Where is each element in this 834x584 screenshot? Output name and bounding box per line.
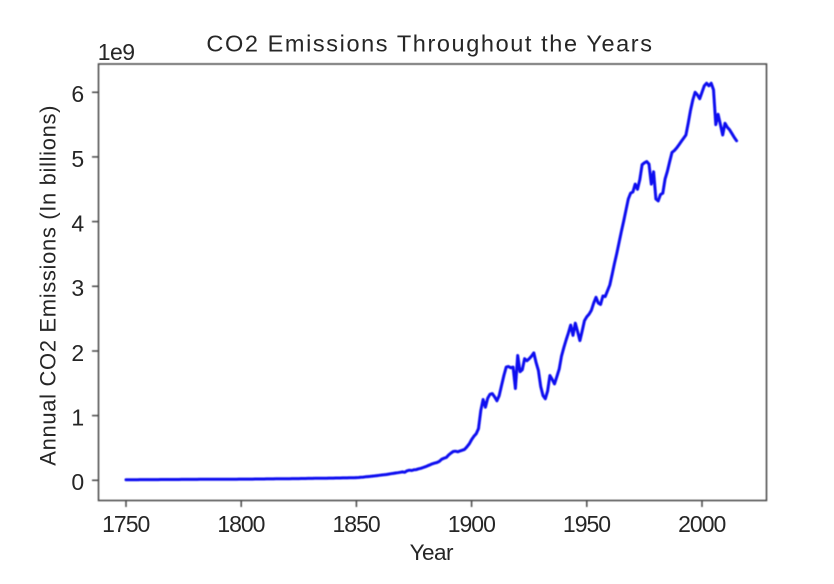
svg-text:1e9: 1e9 [98, 39, 135, 65]
svg-text:3: 3 [71, 275, 83, 301]
svg-text:1750: 1750 [102, 511, 149, 537]
svg-text:6: 6 [71, 81, 83, 107]
svg-text:1: 1 [71, 405, 83, 431]
svg-text:1850: 1850 [333, 511, 380, 537]
svg-text:5: 5 [71, 146, 83, 172]
svg-text:0: 0 [71, 469, 83, 495]
svg-text:1900: 1900 [448, 511, 495, 537]
svg-text:4: 4 [71, 211, 84, 237]
svg-text:1950: 1950 [563, 511, 610, 537]
svg-text:Annual CO2 Emissions (In billi: Annual CO2 Emissions (In billions) [36, 105, 61, 466]
svg-text:2: 2 [71, 340, 83, 366]
svg-text:Year: Year [410, 540, 454, 565]
svg-text:1800: 1800 [217, 511, 264, 537]
svg-text:CO2 Emissions Throughout the Y: CO2 Emissions Throughout the Years [206, 31, 653, 57]
svg-text:2000: 2000 [678, 511, 725, 537]
